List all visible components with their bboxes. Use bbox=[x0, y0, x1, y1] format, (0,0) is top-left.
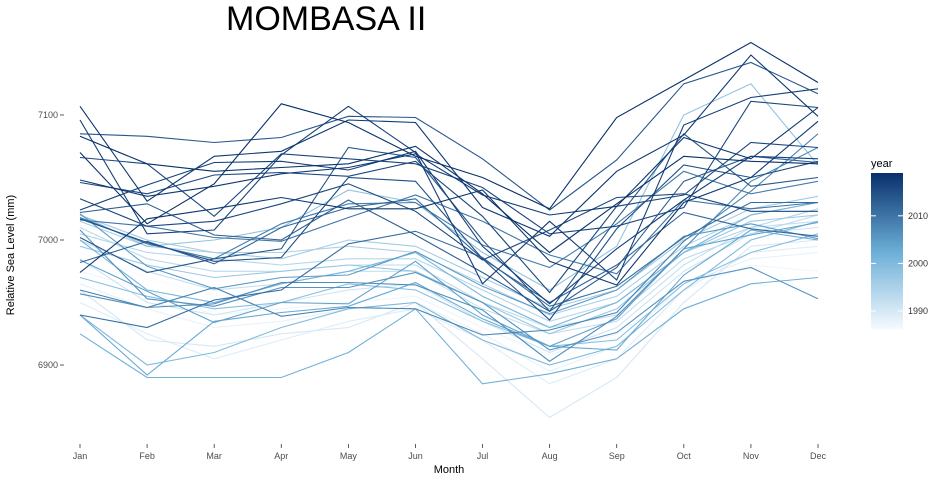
series-line-2005 bbox=[79, 213, 819, 315]
series-line-2018 bbox=[79, 107, 819, 216]
x-tick-label: Aug bbox=[542, 451, 558, 461]
series-line-2000 bbox=[79, 220, 819, 366]
y-axis: 6900 7000 7100 bbox=[38, 110, 64, 370]
series-line-2014 bbox=[79, 61, 819, 211]
y-axis-title: Relative Sea Level (mm) bbox=[5, 195, 17, 315]
legend-ticks: 1990 2000 2010 bbox=[871, 211, 928, 316]
x-axis-title: Month bbox=[434, 464, 465, 476]
series-line-2019 bbox=[79, 135, 819, 254]
x-tick-label: Nov bbox=[743, 451, 760, 461]
series-line-2009 bbox=[79, 170, 819, 269]
x-tick-label: Jul bbox=[477, 451, 489, 461]
series-line-2015 bbox=[79, 160, 819, 321]
series-line-1995 bbox=[79, 201, 819, 316]
series-line-2008 bbox=[79, 133, 819, 336]
chart-title: MOMBASA II bbox=[226, 0, 426, 38]
series-line-1991 bbox=[79, 226, 819, 354]
legend: year 1990 2000 2010 bbox=[871, 158, 928, 330]
series-line-2016 bbox=[79, 100, 819, 235]
series-line-2002 bbox=[79, 276, 819, 385]
legend-tick-label: 2000 bbox=[908, 258, 928, 268]
series-line-2012 bbox=[79, 198, 819, 304]
series-line-2004 bbox=[79, 221, 819, 347]
legend-title: year bbox=[871, 158, 893, 170]
series-line-2018 bbox=[79, 54, 819, 237]
series-line-1987 bbox=[79, 264, 819, 356]
series-line-2018 bbox=[79, 120, 819, 286]
y-tick-label: 6900 bbox=[38, 360, 58, 370]
x-tick-label: Oct bbox=[677, 451, 692, 461]
series-line-2017 bbox=[79, 150, 819, 305]
series-line-2010 bbox=[79, 194, 819, 275]
x-tick-label: Apr bbox=[274, 451, 288, 461]
series-line-2016 bbox=[79, 141, 819, 294]
x-tick-label: Dec bbox=[810, 451, 827, 461]
series-line-1993 bbox=[79, 214, 819, 329]
y-tick-label: 7000 bbox=[38, 235, 58, 245]
series-line-2016 bbox=[79, 183, 818, 261]
series-line-1996 bbox=[79, 195, 819, 310]
series-line-1998 bbox=[79, 83, 819, 291]
x-axis: Jan Feb Mar Apr May Jun Jul Aug Sep Oct Nov Dec bbox=[73, 444, 827, 461]
series-line-1992 bbox=[79, 220, 819, 335]
legend-tick-label: 2010 bbox=[908, 211, 928, 221]
series-line-2017 bbox=[79, 88, 819, 285]
series-line-2003 bbox=[79, 229, 819, 376]
legend-tick-label: 1990 bbox=[908, 306, 928, 316]
legend-colorbar bbox=[871, 173, 903, 330]
series-line-2013 bbox=[79, 155, 819, 312]
series-line-2019 bbox=[79, 41, 819, 225]
plot-area bbox=[79, 41, 819, 419]
series-line-1990 bbox=[79, 239, 819, 419]
series-line-2011 bbox=[79, 201, 818, 329]
x-tick-label: Mar bbox=[206, 451, 222, 461]
series-line-1988 bbox=[79, 251, 819, 372]
x-tick-label: Sep bbox=[609, 451, 625, 461]
y-tick-label: 7100 bbox=[38, 110, 58, 120]
series-line-2001 bbox=[79, 201, 819, 329]
x-tick-label: Feb bbox=[139, 451, 155, 461]
x-tick-label: Jan bbox=[73, 451, 88, 461]
x-tick-label: Jun bbox=[408, 451, 423, 461]
x-tick-label: May bbox=[340, 451, 358, 461]
